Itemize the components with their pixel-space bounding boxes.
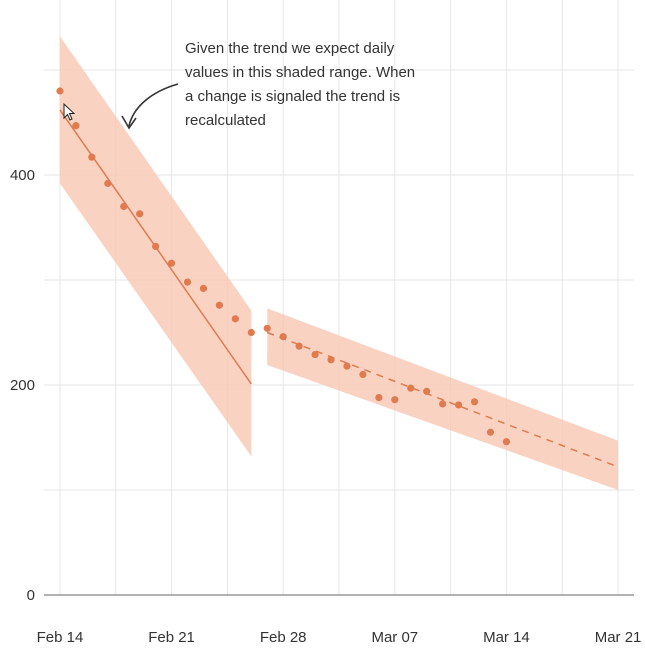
annotation-line-3: a change is signaled the trend is bbox=[185, 88, 400, 105]
data-point bbox=[263, 324, 271, 332]
data-point bbox=[454, 401, 463, 409]
annotation-line-2: values in this shaded range. When bbox=[185, 64, 415, 81]
data-point bbox=[104, 179, 112, 187]
data-point bbox=[343, 362, 351, 370]
data-point bbox=[391, 396, 399, 404]
annotation-line-1: Given the trend we expect daily bbox=[185, 40, 395, 57]
data-point bbox=[199, 284, 208, 292]
data-point bbox=[136, 210, 144, 218]
x-tick-label: Feb 21 bbox=[148, 629, 195, 646]
data-point bbox=[247, 328, 255, 337]
x-tick-label: Mar 14 bbox=[483, 629, 530, 646]
x-tick-label: Feb 28 bbox=[260, 629, 307, 646]
data-points bbox=[56, 87, 511, 446]
y-tick-label: 0 bbox=[27, 587, 35, 604]
y-tick-label: 400 bbox=[10, 167, 35, 184]
data-point bbox=[311, 350, 319, 359]
annotation-arrow bbox=[128, 83, 179, 127]
data-point bbox=[502, 438, 511, 446]
data-point bbox=[470, 398, 479, 406]
data-point bbox=[407, 384, 415, 392]
data-point bbox=[215, 301, 224, 309]
data-point bbox=[295, 342, 303, 350]
data-point bbox=[279, 333, 287, 341]
data-point bbox=[231, 315, 239, 323]
data-point bbox=[72, 122, 80, 130]
data-point bbox=[120, 202, 128, 211]
y-tick-label: 200 bbox=[10, 377, 35, 394]
annotation-line-4: recalculated bbox=[185, 112, 266, 129]
annotation-arrowhead bbox=[121, 115, 137, 130]
data-point bbox=[152, 242, 160, 250]
data-point bbox=[359, 370, 367, 379]
data-point bbox=[88, 153, 96, 161]
data-point bbox=[167, 259, 176, 267]
cursor-icon bbox=[63, 102, 76, 121]
x-tick-label: Feb 14 bbox=[37, 629, 84, 646]
axis-tick-labels: Feb 14 Feb 21 Feb 28 Mar 07 Mar 14 Mar 21 0 200… bbox=[10, 167, 641, 646]
trend-line-2 bbox=[266, 331, 619, 468]
data-point bbox=[327, 356, 335, 364]
x-tick-label: Mar 07 bbox=[371, 629, 418, 646]
x-tick-label: Mar 21 bbox=[595, 629, 642, 646]
data-point bbox=[486, 428, 495, 436]
data-point bbox=[439, 400, 447, 408]
data-point bbox=[423, 387, 431, 395]
data-point bbox=[183, 278, 192, 286]
annotation: Given the trend we expect daily values i… bbox=[63, 40, 415, 130]
data-point bbox=[56, 87, 64, 95]
data-point bbox=[375, 394, 383, 402]
